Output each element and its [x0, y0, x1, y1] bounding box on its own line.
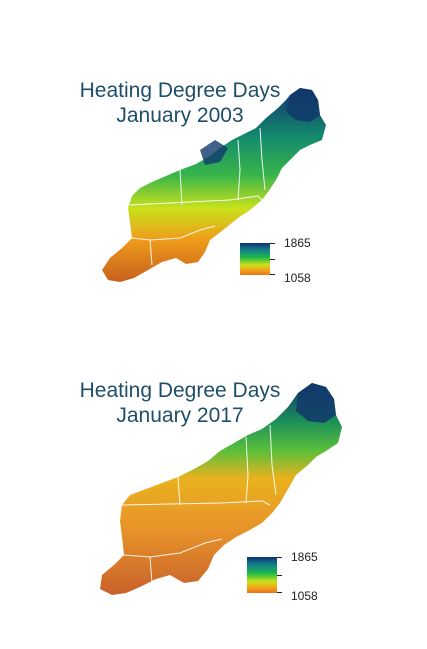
northern-region-2003: [286, 88, 320, 122]
legend-color-bar: [247, 557, 277, 593]
legend-tick-max: [270, 243, 275, 244]
map-panel-2017: Heating Degree Days January 2017 1865 10…: [0, 325, 427, 649]
title-line-2: January 2017: [116, 404, 244, 427]
northern-region-2017: [296, 383, 336, 423]
legend-tick-mid: [270, 259, 275, 260]
title-line-2: January 2003: [116, 104, 244, 127]
legend-tick-max: [277, 557, 282, 558]
legend-max-label: 1865: [291, 550, 318, 564]
northwest-region-2003: [200, 140, 228, 165]
state-borders-2017: [121, 424, 277, 584]
legend-min-label: 1058: [291, 589, 318, 603]
hdd-map-2017: [100, 383, 342, 595]
title-line-1: Heating Degree Days: [79, 379, 281, 402]
title-line-1: Heating Degree Days: [79, 79, 281, 102]
state-borders-2003: [129, 127, 266, 266]
legend-min-label: 1058: [284, 271, 311, 285]
legend-tick-min: [277, 592, 282, 593]
landmass-2017: [100, 383, 342, 595]
legend-tick-mid: [277, 575, 282, 576]
legend-color-bar: [240, 243, 270, 275]
hdd-map-2003: [102, 88, 326, 282]
landmass-2003: [102, 88, 326, 282]
legend-max-label: 1865: [284, 236, 311, 250]
map-panel-2003: Heating Degree Days January 2003 1865 10…: [60, 78, 326, 285]
map-title-2017: Heating Degree Days January 2017: [60, 378, 300, 428]
map-title-2003: Heating Degree Days January 2003: [60, 78, 300, 128]
legend-tick-min: [270, 274, 275, 275]
